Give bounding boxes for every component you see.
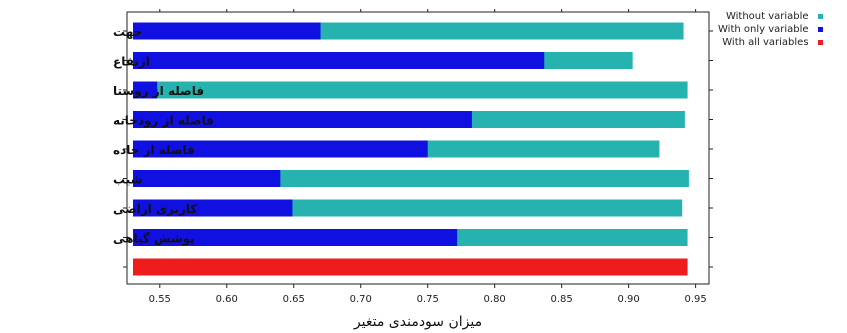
x-tick-label: 0.80 [484,294,506,305]
bar-with-only-variable [133,140,428,158]
legend-label: With all variables [722,37,809,48]
bar-without-variable [133,81,688,99]
x-tick-label: 0.90 [617,294,639,305]
legend-swatch [817,27,823,32]
legend-label: With only variable [718,24,809,35]
bar-with-only-variable [133,199,293,217]
plot-frame [126,11,710,285]
bar-with-only-variable [133,170,281,187]
x-tick-label: 0.75 [417,294,439,305]
y-tick-label: پوشش گیاهی [113,232,195,247]
y-tick-label: فاصله از رودخانه [113,114,214,129]
y-tick-label: فاصله از روستا [113,84,204,99]
bar-with-only-variable [133,229,458,246]
legend: Without variable With only variable With… [718,10,823,49]
legend-label: Without variable [725,11,809,22]
y-tick-marks [123,30,713,268]
x-tick-label: 0.60 [216,294,238,305]
x-tick-label: 0.55 [149,294,171,305]
bar-with-only-variable [133,111,472,128]
x-tick-label: 0.85 [551,294,573,305]
legend-swatch [817,14,823,19]
bar-with-all-variables [133,258,688,276]
x-tick-label: 0.95 [684,294,706,305]
bar-with-only-variable [133,52,545,69]
x-axis-ticks: 0.55 0.60 0.65 0.70 0.75 0.80 0.85 0.90 0.95 [149,9,707,305]
x-tick-label: 0.70 [350,294,372,305]
x-tick-label: 0.65 [283,294,305,305]
legend-swatch [817,40,823,45]
y-tick-label: ارتفاع [113,55,150,69]
y-axis-labels: جهت ارتفاع فاصله از روستا فاصله از رودخانه ف… [113,25,214,247]
y-tick-label: شیب [113,173,142,187]
bar-with-only-variable [133,22,321,40]
legend-item-with-all-variables: With all variables [718,36,823,49]
x-axis-title: میزان سودمندی متغیر [353,314,482,330]
bars-group [133,22,689,276]
legend-item-without-variable: Without variable [718,10,823,23]
y-tick-label: کاربری اراضی [113,202,197,216]
y-tick-label: جهت [113,25,142,39]
y-tick-label: فاصله از جاده [113,143,195,157]
bar-with-only-variable [133,81,158,99]
legend-item-with-only-variable: With only variable [718,23,823,36]
